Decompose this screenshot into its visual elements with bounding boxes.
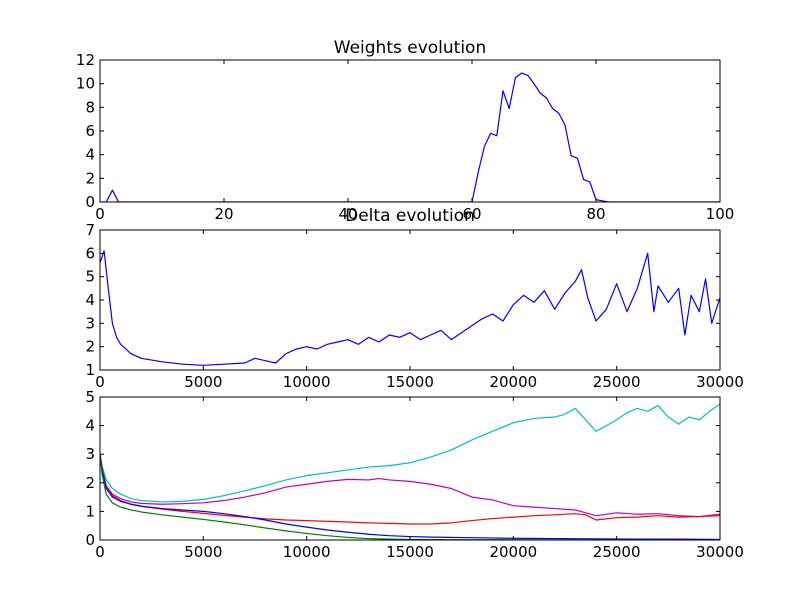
subplot-metrics-xtick-label: 5000 (184, 543, 222, 561)
subplot-metrics-xtick-label: 30000 (696, 543, 744, 561)
subplot-metrics-series-line-3 (100, 454, 720, 540)
subplot-delta-ytick-label: 1 (85, 361, 95, 379)
subplot-metrics-ytick-label: 2 (85, 474, 95, 492)
subplot-metrics: 0 5000 10000 15000 20000 25000 30000 0 1 2 3 4 5 (85, 388, 743, 561)
subplot-weights-title: Weights evolution (334, 38, 486, 58)
subplot-delta-ytick-label: 5 (85, 268, 95, 286)
subplot-delta-ytick-label: 6 (85, 244, 95, 262)
subplot-weights-xtick-label: 100 (706, 205, 735, 223)
subplot-metrics-xtick-label: 15000 (386, 543, 434, 561)
subplot-delta-ytick-label: 2 (85, 338, 95, 356)
subplot-weights-ytick-label: 10 (76, 75, 95, 93)
subplot-weights-ytick-label: 0 (85, 193, 95, 211)
subplot-delta-ytick-label: 7 (85, 221, 95, 239)
subplot-weights-xtick-label: 60 (462, 205, 481, 223)
subplot-weights-xtick-label: 80 (586, 205, 605, 223)
subplot-weights-ytick-label: 8 (85, 98, 95, 116)
subplot-metrics-ytick-label: 1 (85, 502, 95, 520)
subplot-metrics-ytick-label: 3 (85, 445, 95, 463)
subplot-metrics-series-line-1 (100, 454, 720, 518)
subplot-delta-ytick-label: 3 (85, 314, 95, 332)
subplot-delta-xtick-label: 10000 (283, 373, 331, 391)
subplot-delta-xtick-label: 25000 (593, 373, 641, 391)
subplot-delta-xtick-label: 0 (95, 373, 105, 391)
subplot-delta-xtick-label: 30000 (696, 373, 744, 391)
subplot-delta-xtick-label: 20000 (489, 373, 537, 391)
subplot-weights-ytick-label: 6 (85, 122, 95, 140)
subplot-weights-ytick-label: 4 (85, 146, 95, 164)
subplot-metrics-xtick-label: 10000 (283, 543, 331, 561)
subplot-weights-xtick-label: 0 (95, 205, 105, 223)
subplot-metrics-ytick-label: 5 (85, 388, 95, 406)
subplot-delta-title: Delta evolution (345, 206, 475, 226)
subplot-metrics-series-line-0 (100, 403, 720, 503)
subplot-metrics-xtick-label: 20000 (489, 543, 537, 561)
subplot-delta-xtick-label: 5000 (184, 373, 222, 391)
subplot-weights-xtick-label: 20 (214, 205, 233, 223)
subplot-weights-ytick-label: 12 (76, 51, 95, 69)
subplot-delta-ytick-label: 4 (85, 291, 95, 309)
subplot-delta-xtick-label: 15000 (386, 373, 434, 391)
subplot-metrics-ytick-label: 0 (85, 531, 95, 549)
subplot-delta-series-line-0 (100, 250, 720, 366)
subplot-metrics-xtick-label: 25000 (593, 543, 641, 561)
subplot-metrics-ytick-label: 4 (85, 417, 95, 435)
subplot-weights-ytick-label: 2 (85, 169, 95, 187)
subplot-weights-xtick-label: 40 (338, 205, 357, 223)
subplot-metrics-xtick-label: 0 (95, 543, 105, 561)
subplot-delta: Delta evolution 0 5000 10000 15000 20000 2500… (85, 206, 743, 391)
subplot-weights-series-line-0 (100, 72, 720, 202)
